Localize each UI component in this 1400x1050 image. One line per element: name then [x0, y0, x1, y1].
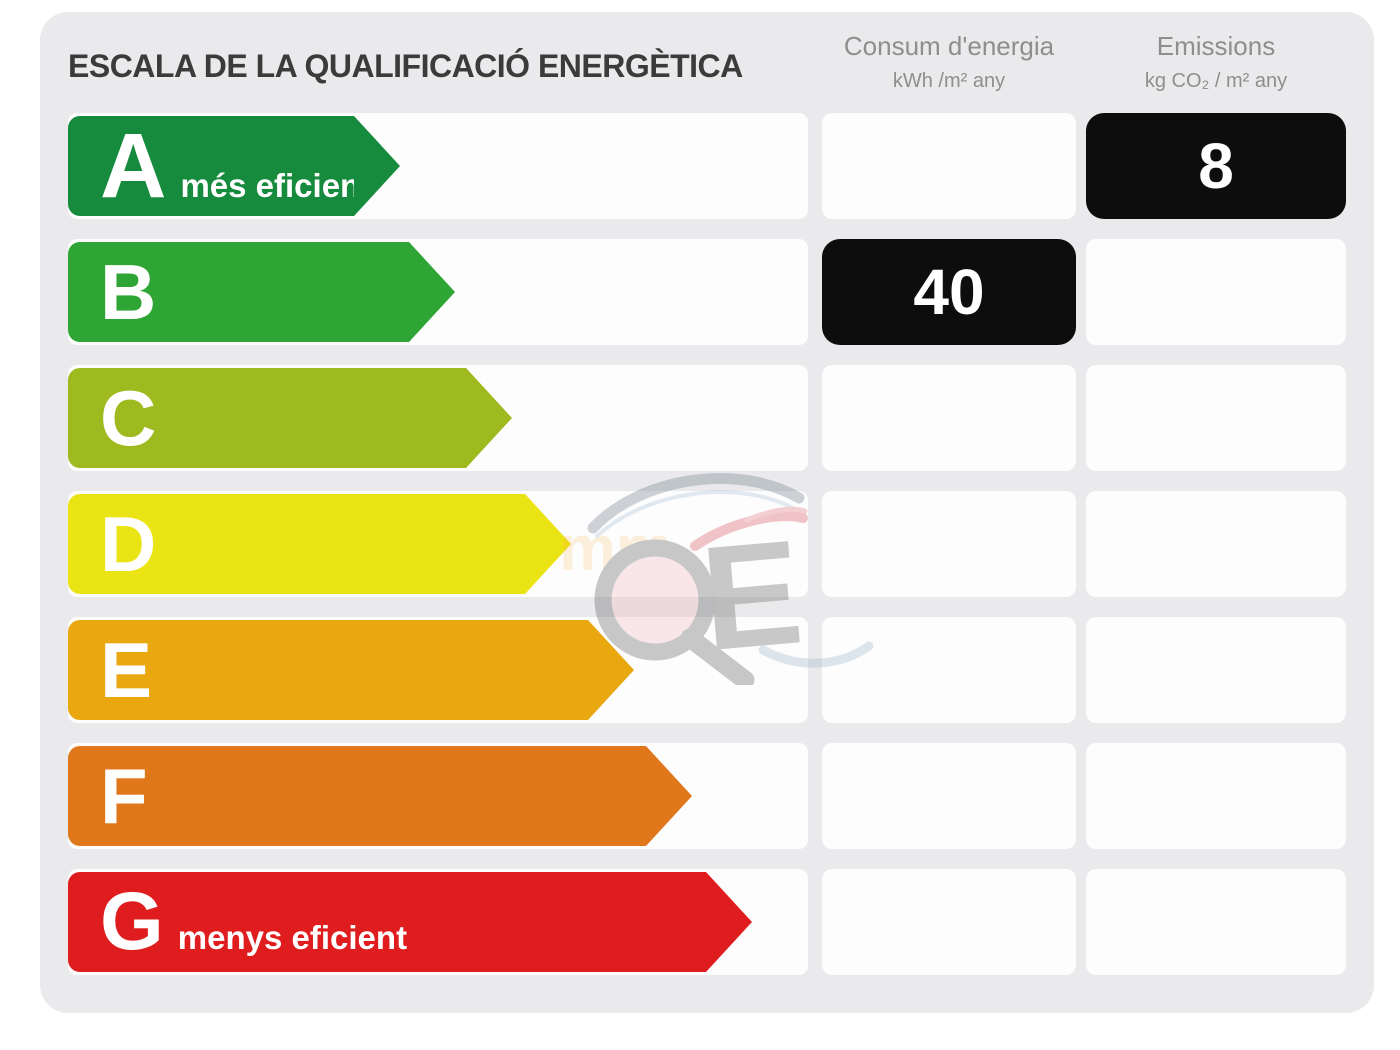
rating-letter-a: A — [100, 115, 167, 217]
rating-arrow-b: B — [68, 242, 455, 342]
least-efficient-note: menys eficient — [177, 919, 408, 956]
rating-bar-e: E — [68, 620, 588, 720]
emissions-cell-c — [1086, 365, 1346, 471]
rating-letter-f: F — [100, 752, 148, 840]
most-efficient-note: més eficient — [180, 167, 372, 204]
rating-track-d: D — [68, 491, 808, 597]
rating-track-e: E — [68, 617, 808, 723]
consum-cell-e — [822, 617, 1076, 723]
rating-arrow-e: E — [68, 620, 634, 720]
emissions-cell-e — [1086, 617, 1346, 723]
arrow-tip-f — [646, 746, 692, 846]
emissions-value-badge: 8 — [1086, 113, 1346, 219]
consum-column-header: Consum d'energia kWh /m² any — [822, 12, 1076, 93]
consum-cell-b: 40 — [822, 239, 1076, 345]
emissions-cell-b — [1086, 239, 1346, 345]
rating-letter-b: B — [100, 248, 157, 336]
emissions-header-title: Emissions — [1156, 31, 1276, 61]
arrow-tip-a — [354, 116, 400, 216]
rating-row-d: D — [68, 491, 1346, 597]
arrow-tip-b — [409, 242, 455, 342]
emissions-value: 8 — [1198, 130, 1234, 202]
rating-row-a: A més eficient 8 — [68, 113, 1346, 219]
emissions-cell-g — [1086, 869, 1346, 975]
rating-bar-a: A més eficient — [68, 115, 371, 217]
emissions-header-units: kg CO₂ / m² any — [1144, 69, 1288, 92]
arrow-tip-d — [525, 494, 571, 594]
consum-header-units: kWh /m² any — [892, 69, 1006, 92]
rating-bar-b: B — [68, 242, 409, 342]
rating-arrow-f: F — [68, 746, 692, 846]
rating-track-g: G menys eficient — [68, 869, 808, 975]
consum-cell-d — [822, 491, 1076, 597]
rating-row-e: E — [68, 617, 1346, 723]
consum-cell-g — [822, 869, 1076, 975]
rating-row-c: C — [68, 365, 1346, 471]
rating-arrow-d: D — [68, 494, 571, 594]
rating-bar-d: D — [68, 494, 525, 594]
rating-arrow-c: C — [68, 368, 512, 468]
emissions-column-header: Emissions kg CO₂ / m² any — [1086, 12, 1346, 93]
rating-letter-e: E — [100, 626, 153, 714]
rating-bar-c: C — [68, 368, 466, 468]
rating-row-f: F — [68, 743, 1346, 849]
rating-track-f: F — [68, 743, 808, 849]
rating-row-g: G menys eficient — [68, 869, 1346, 975]
rating-track-b: B — [68, 239, 808, 345]
emissions-cell-d — [1086, 491, 1346, 597]
consum-cell-f — [822, 743, 1076, 849]
consum-header-title: Consum d'energia — [843, 31, 1055, 61]
rating-letter-d: D — [100, 500, 157, 588]
header-row: ESCALA DE LA QUALIFICACIÓ ENERGÈTICA Con… — [40, 12, 1374, 113]
page-title: ESCALA DE LA QUALIFICACIÓ ENERGÈTICA — [68, 48, 743, 84]
consum-value: 40 — [913, 256, 985, 328]
rating-track-c: C — [68, 365, 808, 471]
arrow-tip-c — [466, 368, 512, 468]
arrow-tip-g — [706, 872, 752, 972]
rating-row-b: B 40 — [68, 239, 1346, 345]
rating-track-a: A més eficient — [68, 113, 808, 219]
consum-value-badge: 40 — [822, 239, 1076, 345]
rating-bar-g: G menys eficient — [68, 872, 706, 972]
rating-arrow-g: G menys eficient — [68, 872, 752, 972]
consum-cell-a — [822, 113, 1076, 219]
energy-rating-panel: ESCALA DE LA QUALIFICACIÓ ENERGÈTICA Con… — [40, 12, 1374, 1013]
consum-cell-c — [822, 365, 1076, 471]
rating-letter-c: C — [100, 374, 157, 462]
emissions-cell-a: 8 — [1086, 113, 1346, 219]
arrow-tip-e — [588, 620, 634, 720]
rating-letter-g: G — [100, 876, 164, 967]
rating-arrow-a: A més eficient — [68, 116, 400, 216]
emissions-cell-f — [1086, 743, 1346, 849]
rating-bar-f: F — [68, 746, 646, 846]
